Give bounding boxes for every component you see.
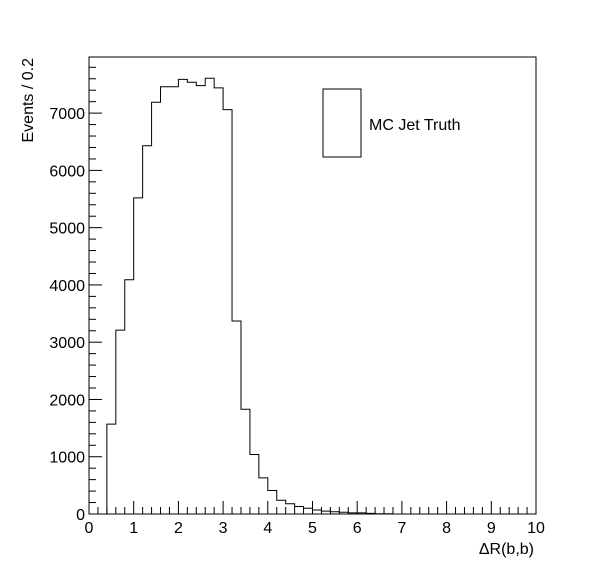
- x-tick-label: 7: [397, 520, 406, 537]
- y-tick-label: 4000: [49, 278, 85, 295]
- y-tick-label: 1000: [49, 450, 85, 467]
- x-tick-label: 1: [129, 520, 138, 537]
- x-axis-label: ΔR(b,b): [479, 541, 534, 558]
- x-tick-label: 9: [487, 520, 496, 537]
- x-tick-label: 10: [527, 520, 545, 537]
- axis-ticks: [88, 66, 537, 515]
- x-tick-label: 3: [219, 520, 228, 537]
- y-tick-label: 3000: [49, 335, 85, 352]
- x-tick-label: 2: [174, 520, 183, 537]
- y-tick-label: 0: [76, 507, 85, 524]
- tick-labels: 0 1 2 3 4 5 6 7 8 9 10 0 1000 2000 3000 4000 5000 6000 700…: [49, 106, 545, 537]
- x-tick-label: 5: [308, 520, 317, 537]
- histogram-series-line: [89, 77, 536, 515]
- x-tick-label: 0: [85, 520, 94, 537]
- x-tick-label: 6: [353, 520, 362, 537]
- legend-label: MC Jet Truth: [369, 117, 461, 134]
- legend: MC Jet Truth: [322, 88, 461, 158]
- y-axis-label: Events / 0.2: [20, 58, 37, 143]
- y-tick-label: 2000: [49, 392, 85, 409]
- legend-swatch: [322, 88, 362, 158]
- x-tick-label: 8: [442, 520, 451, 537]
- y-tick-label: 7000: [49, 106, 85, 123]
- y-tick-label: 5000: [49, 221, 85, 238]
- x-tick-label: 4: [263, 520, 272, 537]
- plot-frame: [88, 56, 537, 515]
- y-tick-label: 6000: [49, 163, 85, 180]
